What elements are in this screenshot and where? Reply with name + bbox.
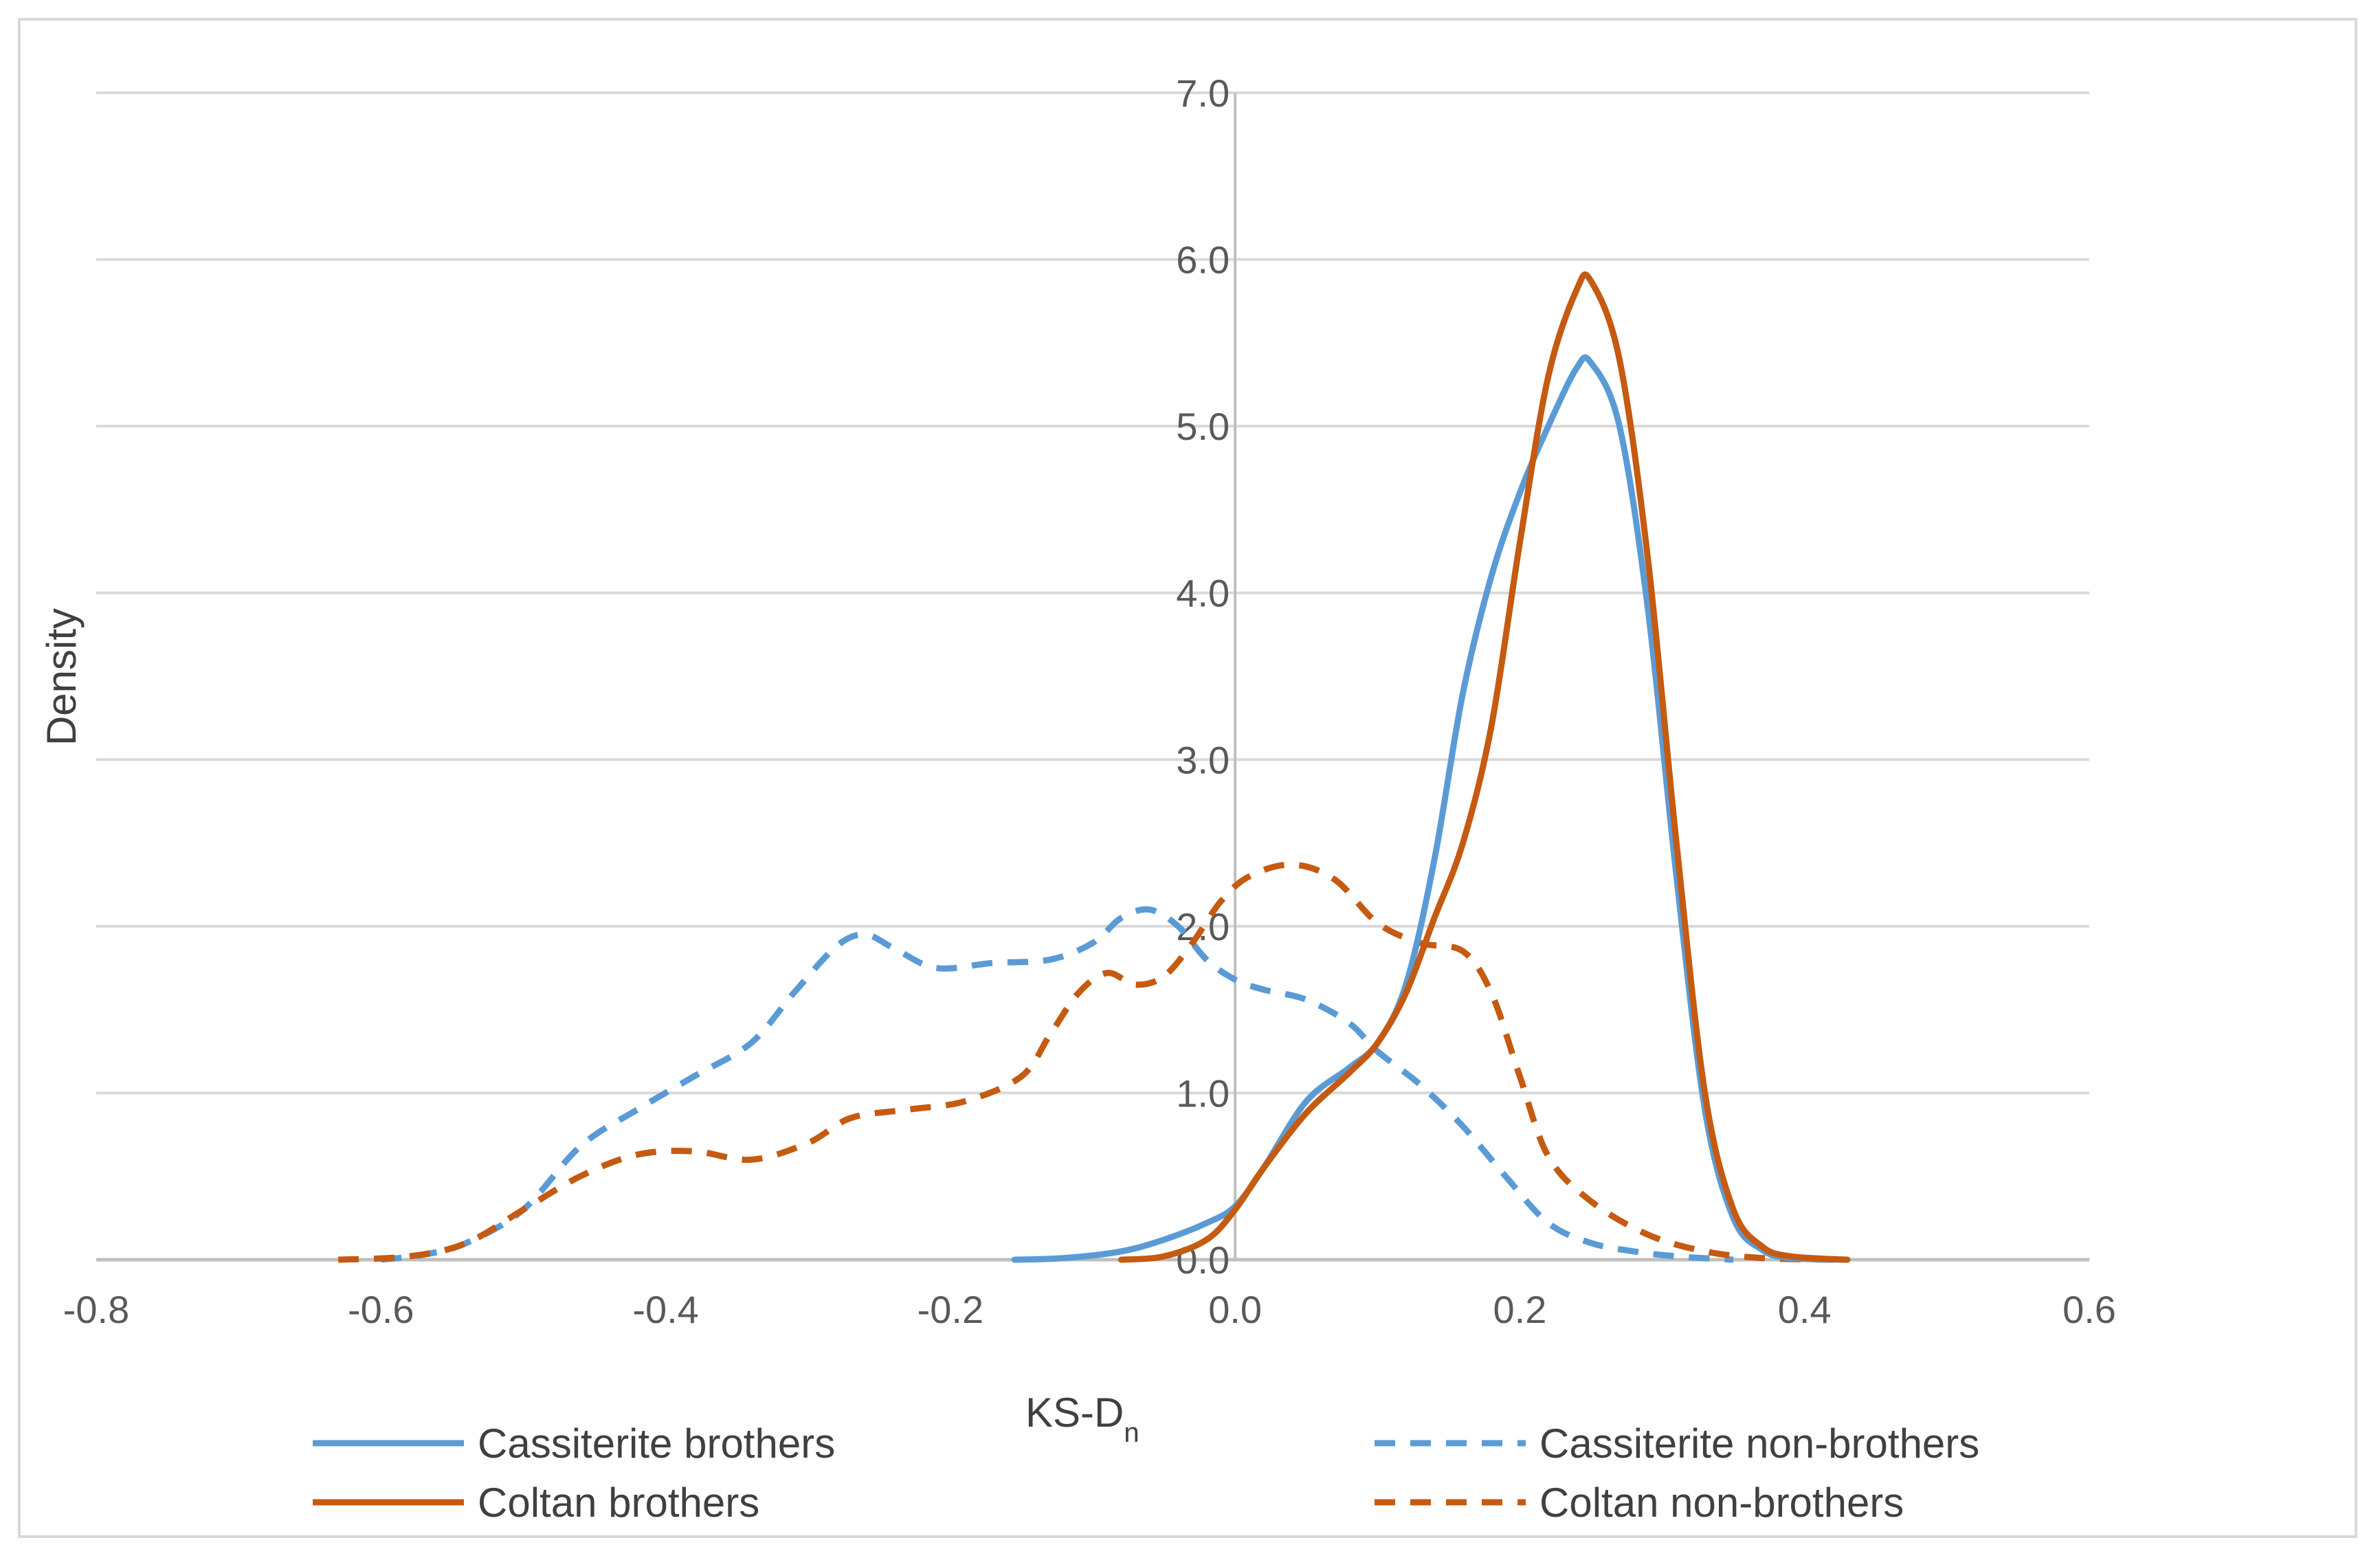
- series-line-coltan-non-brothers: [337, 861, 1834, 1263]
- x-axis-title-subscript: n: [1124, 1418, 1139, 1448]
- legend-label: Coltan brothers: [478, 1480, 759, 1526]
- legend-item-cassiterite-non-brothers: Cassiterite non-brothers: [1375, 1420, 1979, 1467]
- x-tick-label: 0.0: [1208, 1288, 1262, 1331]
- x-tick-label: -0.8: [63, 1288, 130, 1331]
- legend: Cassiterite brothers Cassiterite non-brot…: [313, 1420, 1979, 1526]
- tick-labels: 0.0 1.0 2.0 3.0 4.0 5.0 6.0 7.0 -0.8 -0.6 -0.4 -0.2…: [63, 71, 2116, 1331]
- series-line-coltan-brothers: [1117, 271, 1851, 1263]
- x-tick-label: 0.6: [2062, 1288, 2116, 1331]
- y-tick-label: 6.0: [1176, 238, 1230, 282]
- chart-frame: [18, 18, 2357, 1538]
- legend-item-coltan-brothers: Coltan brothers: [313, 1480, 759, 1526]
- series-line-cassiterite-brothers: [1011, 354, 1851, 1263]
- x-tick-label: -0.2: [917, 1288, 984, 1331]
- y-tick-label: 1.0: [1176, 1071, 1230, 1115]
- x-tick-label: 0.4: [1778, 1288, 1832, 1331]
- gridlines: [96, 91, 2089, 1262]
- series-lines: [337, 271, 1851, 1263]
- y-tick-label: 0.0: [1176, 1238, 1230, 1282]
- y-tick-label: 4.0: [1176, 572, 1230, 615]
- legend-label: Cassiterite non-brothers: [1539, 1420, 1979, 1467]
- y-tick-label: 2.0: [1176, 905, 1230, 948]
- x-axis-title: KS-Dn: [1025, 1390, 1139, 1448]
- y-axis-title: Density: [38, 608, 85, 746]
- x-tick-label: 0.2: [1493, 1288, 1546, 1331]
- y-tick-label: 5.0: [1176, 405, 1230, 448]
- y-tick-label: 7.0: [1176, 71, 1230, 115]
- legend-label: Coltan non-brothers: [1539, 1480, 1904, 1526]
- x-axis-title-main: KS-D: [1025, 1390, 1124, 1436]
- x-tick-label: -0.6: [348, 1288, 414, 1331]
- series-line-cassiterite-non-brothers: [380, 906, 1734, 1263]
- legend-label: Cassiterite brothers: [478, 1420, 835, 1467]
- y-tick-label: 3.0: [1176, 738, 1230, 781]
- x-tick-label: -0.4: [632, 1288, 699, 1331]
- legend-item-cassiterite-brothers: Cassiterite brothers: [313, 1420, 835, 1467]
- legend-item-coltan-non-brothers: Coltan non-brothers: [1375, 1480, 1904, 1526]
